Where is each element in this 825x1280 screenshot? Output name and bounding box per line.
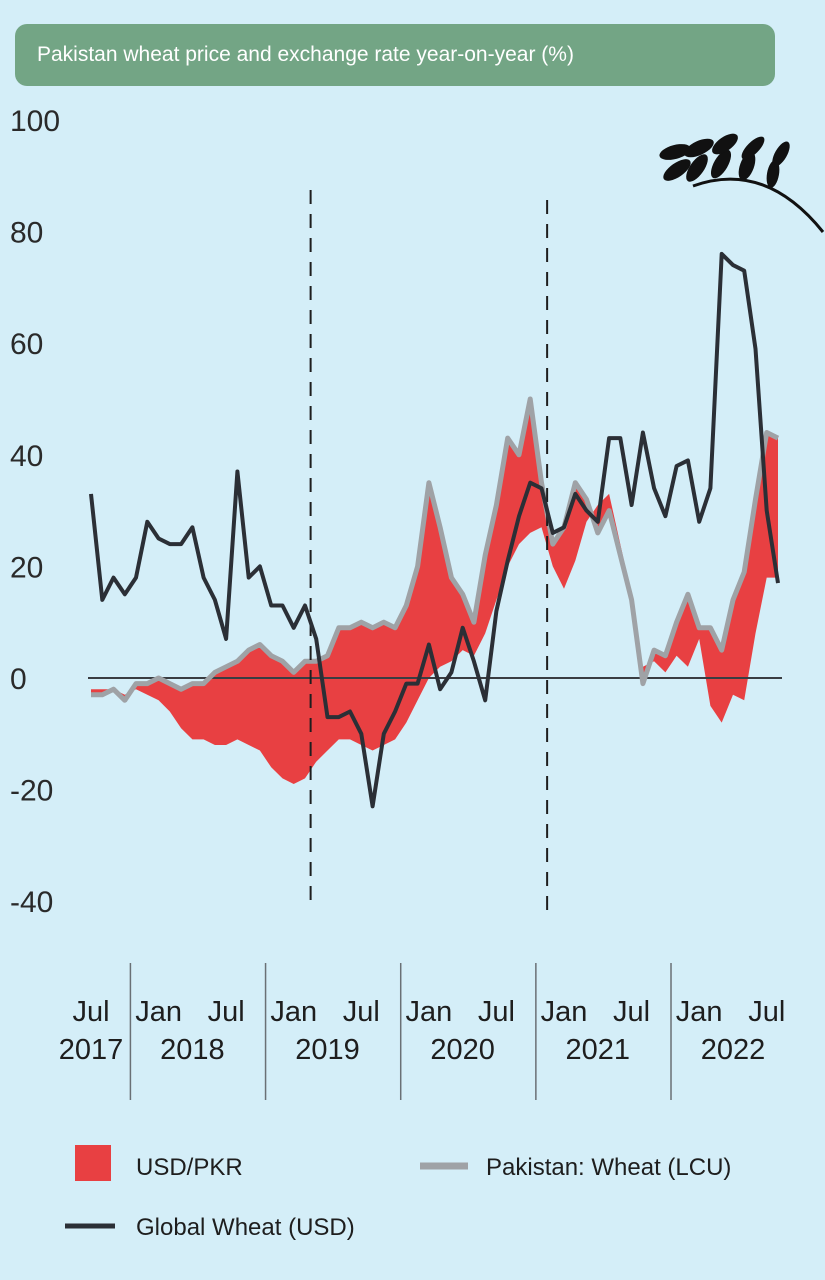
y-tick-label: -40 bbox=[10, 886, 53, 919]
legend-label-usd-pkr: USD/PKR bbox=[136, 1154, 243, 1181]
x-month-label: Jan bbox=[270, 996, 317, 1028]
y-tick-label: 0 bbox=[10, 663, 27, 696]
x-month-label: Jan bbox=[676, 996, 723, 1028]
x-month-label: Jul bbox=[208, 996, 245, 1028]
pakistan-wheat-line bbox=[91, 396, 780, 703]
y-tick-label: 20 bbox=[10, 551, 43, 584]
wheat-sprig-icon bbox=[659, 133, 825, 233]
y-axis: 100 80 60 40 20 0 -20 -40 bbox=[10, 105, 60, 919]
x-axis: Jul Jan Jul Jan Jul Jan Jul Jan Jul Jan Jul 2017 201… bbox=[59, 963, 785, 1100]
chart-title: Pakistan wheat price and exchange rate y… bbox=[15, 24, 775, 86]
global-wheat-line-layer bbox=[89, 251, 780, 809]
x-month-label: Jul bbox=[72, 996, 109, 1028]
legend-label-pakistan-wheat: Pakistan: Wheat (LCU) bbox=[486, 1154, 731, 1181]
x-month-label: Jan bbox=[541, 996, 588, 1028]
x-month-label: Jul bbox=[613, 996, 650, 1028]
x-month-label: Jul bbox=[478, 996, 515, 1028]
pakistan-wheat-line-layer bbox=[91, 396, 780, 703]
y-tick-label: 100 bbox=[10, 105, 60, 138]
x-year-label: 2019 bbox=[295, 1034, 360, 1066]
y-tick-label: -20 bbox=[10, 775, 53, 808]
x-year-label: 2021 bbox=[566, 1034, 631, 1066]
x-year-label: 2018 bbox=[160, 1034, 225, 1066]
x-month-label: Jul bbox=[343, 996, 380, 1028]
global-wheat-line bbox=[89, 251, 780, 809]
x-month-label: Jan bbox=[135, 996, 182, 1028]
x-year-label: 2020 bbox=[430, 1034, 495, 1066]
legend: USD/PKR Pakistan: Wheat (LCU) Global Wheat… bbox=[65, 1145, 731, 1241]
x-month-label: Jul bbox=[748, 996, 785, 1028]
usd-pkr-area-layer bbox=[91, 399, 778, 784]
x-month-label: Jan bbox=[405, 996, 452, 1028]
y-tick-label: 80 bbox=[10, 217, 43, 250]
legend-swatch-usd-pkr bbox=[75, 1145, 111, 1181]
x-year-label: 2017 bbox=[59, 1034, 124, 1066]
legend-label-global-wheat: Global Wheat (USD) bbox=[136, 1214, 355, 1241]
y-tick-label: 40 bbox=[10, 440, 43, 473]
usd-pkr-area bbox=[91, 399, 778, 784]
x-year-label: 2022 bbox=[701, 1034, 766, 1066]
y-tick-label: 60 bbox=[10, 328, 43, 361]
